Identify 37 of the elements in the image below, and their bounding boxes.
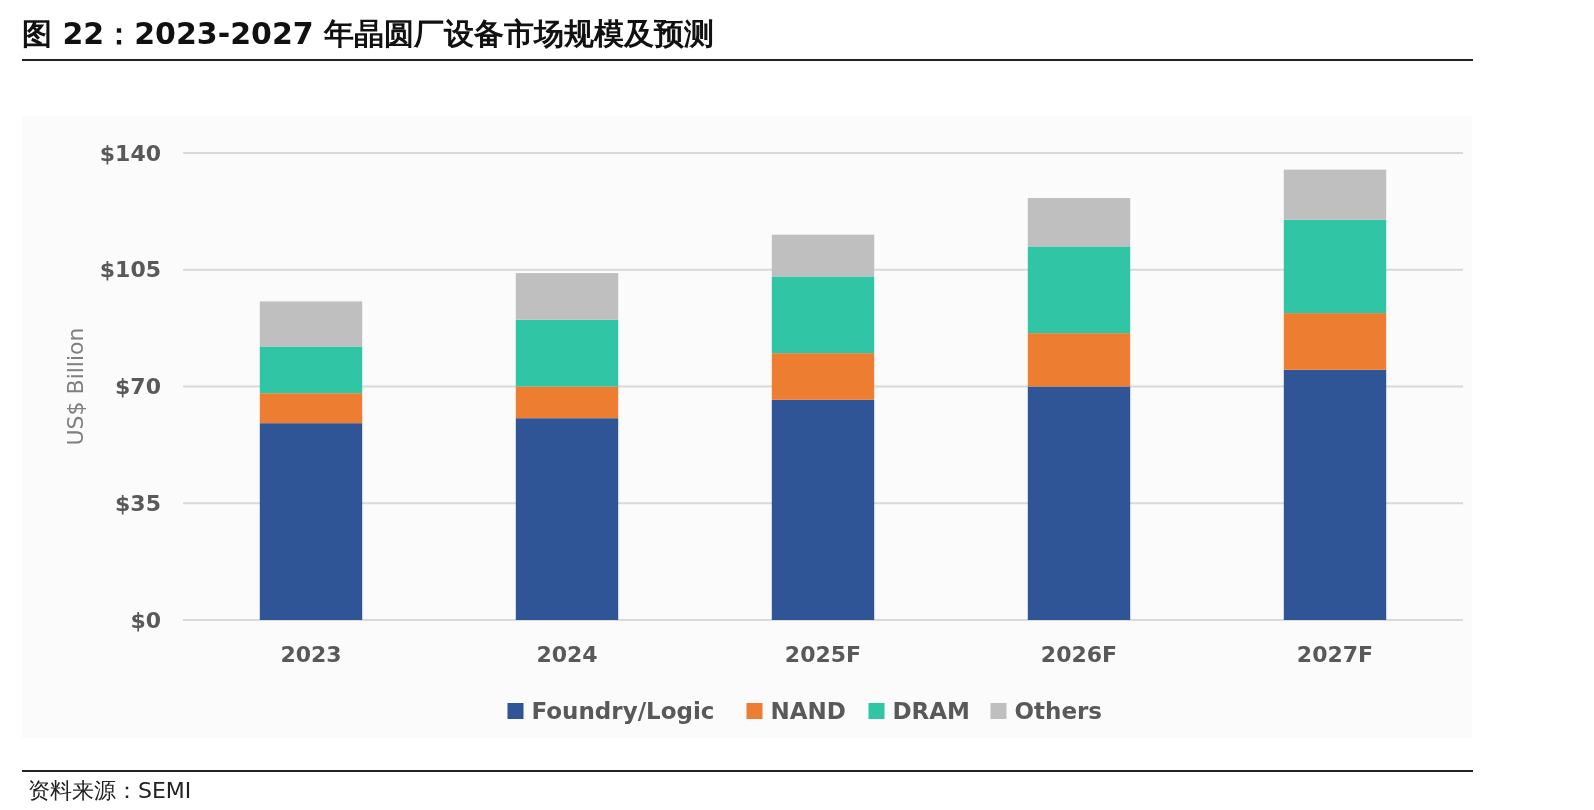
bar [1027, 246, 1131, 334]
x-tick-label: 2025F [784, 642, 862, 667]
legend-label: Others [1014, 698, 1103, 725]
x-tick-label: 2024 [536, 642, 598, 667]
bar [771, 353, 875, 400]
bar [515, 273, 619, 320]
bar [771, 234, 875, 277]
bar [1027, 333, 1131, 387]
x-tick-label: 2026F [1040, 642, 1118, 667]
bar [1283, 169, 1387, 220]
bar [1283, 369, 1387, 620]
bar [1283, 313, 1387, 370]
bar [771, 276, 875, 354]
legend-label: Foundry/Logic [531, 698, 715, 725]
bar [1027, 386, 1131, 620]
y-tick-label: $140 [99, 140, 161, 166]
bar [1027, 198, 1131, 247]
bar [259, 423, 363, 620]
bar [515, 386, 619, 419]
chart-title: 图 22：2023-2027 年晶圆厂设备市场规模及预测 [22, 16, 715, 51]
text: 资料来源：SEMI [28, 778, 192, 803]
bar [1283, 219, 1387, 314]
bar [771, 399, 875, 620]
bar [259, 301, 363, 347]
y-tick-label: $35 [115, 490, 161, 516]
legend-label: NAND [770, 698, 846, 725]
y-tick-label: $0 [130, 607, 161, 633]
x-tick-label: 2027F [1296, 642, 1374, 667]
y-axis-title: US$ Billion [63, 327, 88, 446]
bar [259, 346, 363, 394]
bar [515, 319, 619, 387]
bar [259, 393, 363, 424]
x-tick-label: 2023 [280, 642, 342, 667]
bar [515, 418, 619, 620]
y-tick-label: $105 [99, 257, 161, 283]
legend-label: DRAM [892, 698, 970, 725]
y-tick-label: $70 [115, 374, 161, 400]
